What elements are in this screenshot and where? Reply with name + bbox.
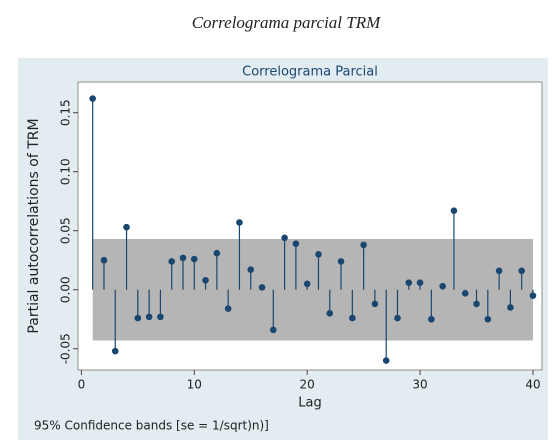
stem-marker [484,315,492,323]
x-tick-label: 0 [78,378,86,392]
stem-marker [157,313,164,321]
y-tick-label: 0.05 [59,217,73,244]
stem-marker [247,266,255,273]
stem-marker [292,240,300,248]
stem-marker [89,95,96,102]
chart-title: Correlograma Parcial [242,65,378,80]
stem-marker [461,289,469,297]
stem-marker [360,241,367,249]
y-tick-label: 0.00 [59,276,73,303]
stem-marker [213,249,221,257]
stem-marker [349,314,356,322]
stem-marker [123,223,130,231]
stem-marker [270,326,277,334]
x-tick-label: 10 [187,378,202,392]
note: 95% Confidence bands [se = 1/sqrt)n)] [34,419,269,433]
stem-marker [179,254,187,262]
stem-marker [100,256,108,264]
stem-marker [337,258,345,265]
stem-marker [495,267,503,275]
stem-marker [111,347,119,355]
stem-marker [473,300,480,308]
stem-marker [236,219,243,226]
x-tick-label: 30 [412,378,427,392]
stem-marker [518,267,525,275]
x-tick-label: 40 [525,378,540,392]
x-tick-label: 20 [300,378,315,392]
stem-marker [326,310,334,317]
stem-marker [439,282,446,290]
stem-marker [303,280,311,288]
x-axis-title: Lag [298,396,321,411]
stem-marker [394,314,401,322]
y-tick-label: 0.10 [59,158,73,185]
stem-marker [371,300,379,308]
stem-marker [529,292,537,299]
stem-marker [416,279,424,286]
stem-marker [281,234,288,242]
stem-marker [190,255,198,263]
stem-marker [168,258,176,265]
stem-marker [382,357,390,364]
y-tick-label: -0.05 [59,333,73,364]
stem-marker [428,315,435,323]
stem-marker [202,276,209,284]
stem-marker [134,314,142,322]
stem-marker [315,251,322,258]
stem-marker [450,207,458,214]
confidence-band [92,238,533,341]
y-tick-label: 0.15 [59,99,73,126]
stem-marker [405,279,413,286]
stem-marker [224,305,232,312]
stem-marker [507,304,514,311]
stem-marker [258,284,266,291]
stem-marker [145,313,153,321]
caption: Correlograma parcial TRM [192,13,381,32]
y-axis-title: Partial autocorrelations of TRM [26,118,42,333]
